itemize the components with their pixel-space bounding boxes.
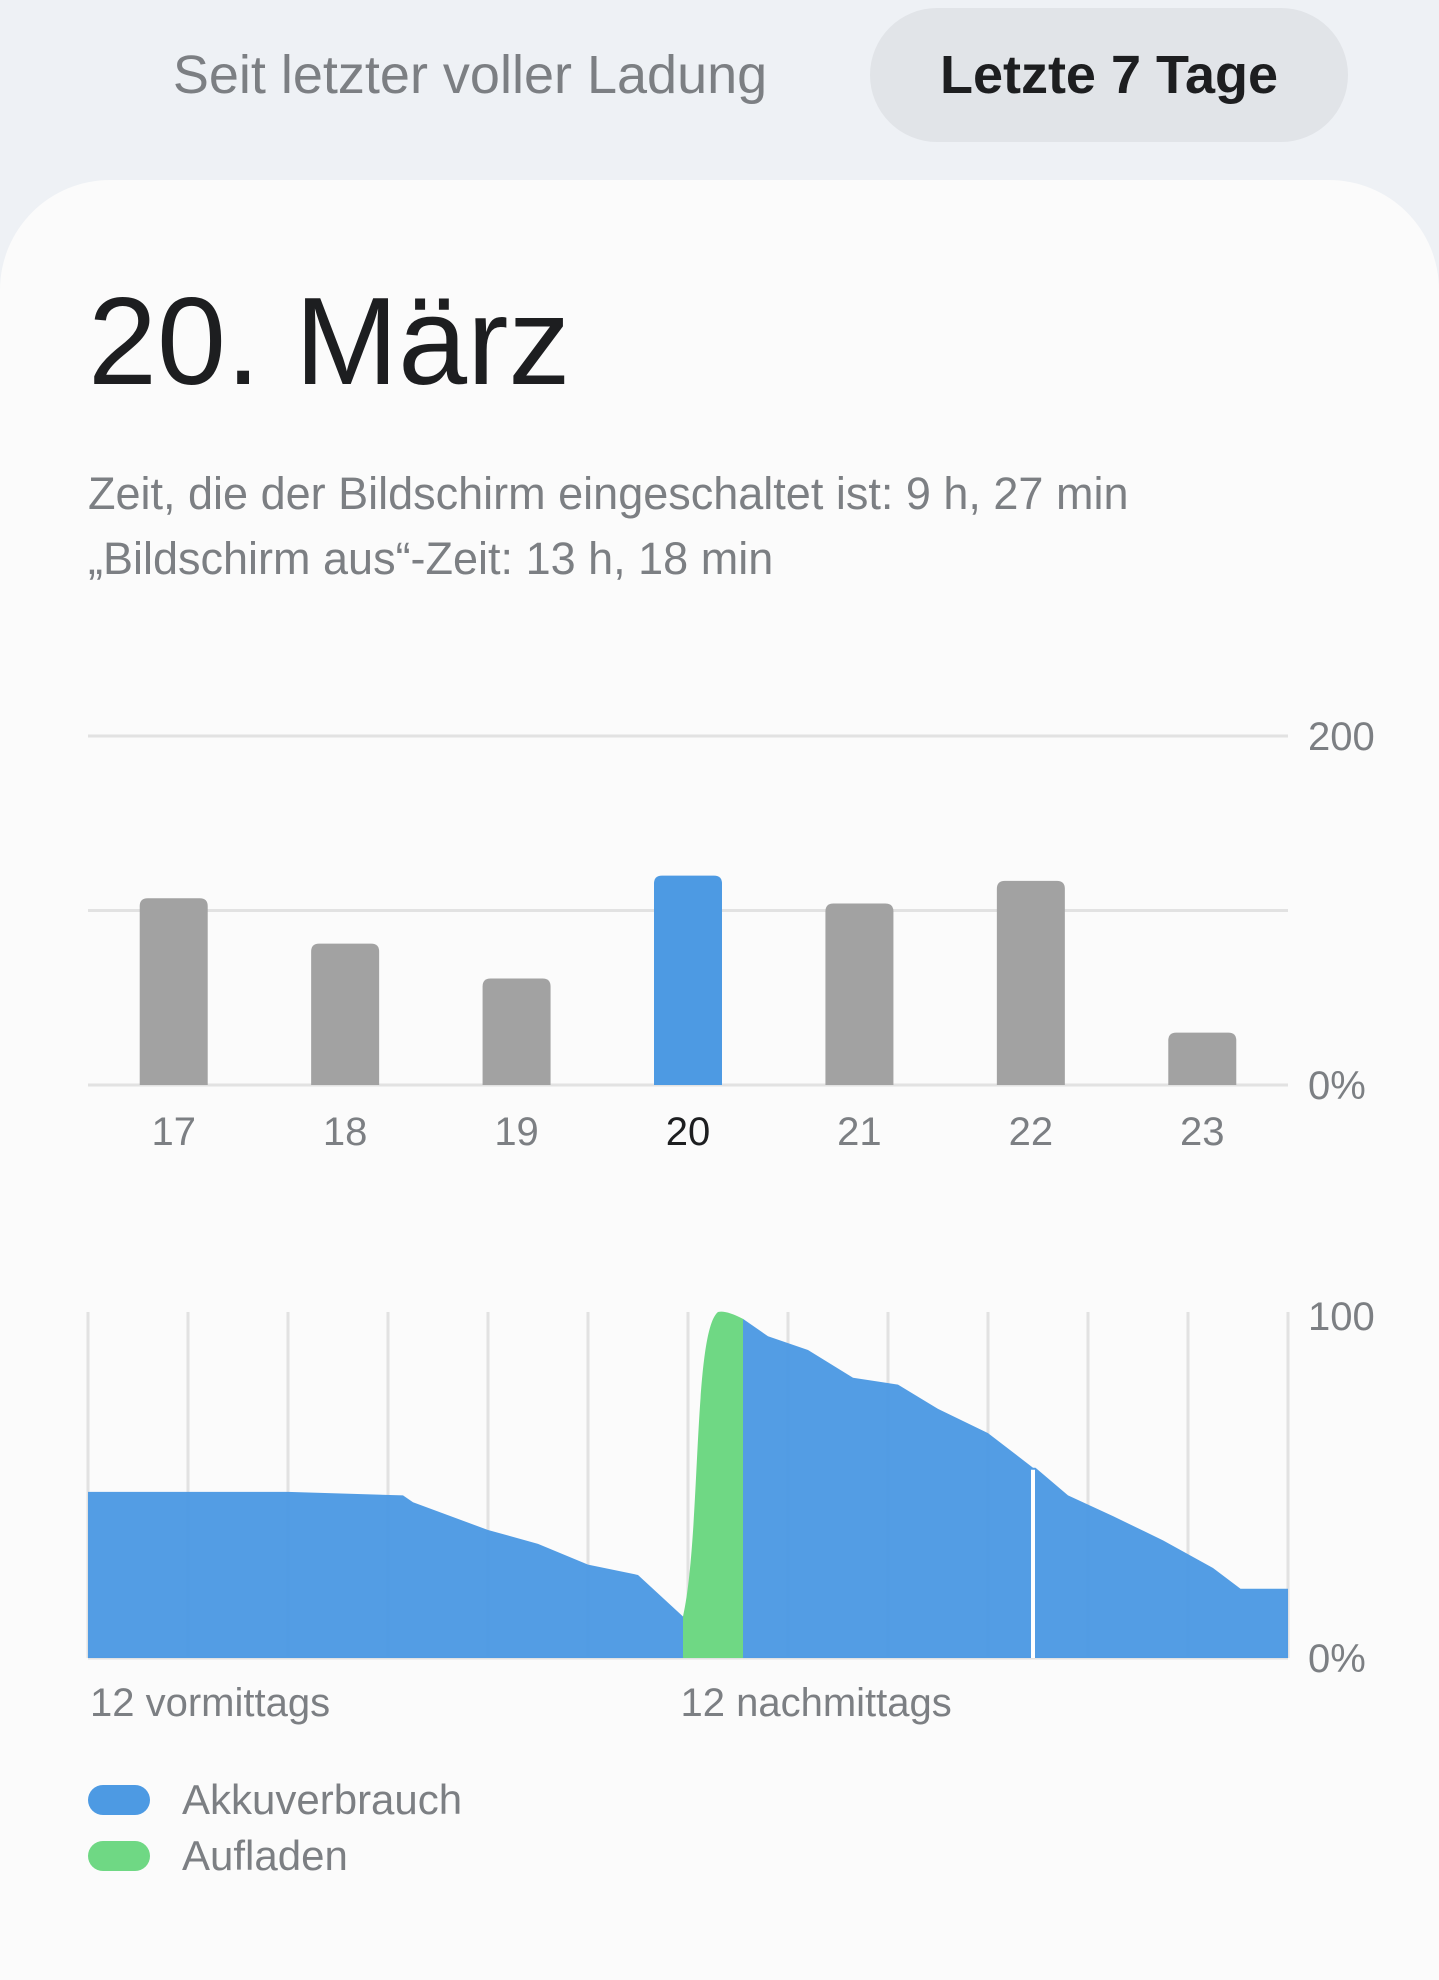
bar-day-20[interactable] <box>654 875 722 1085</box>
period-tabs: Seit letzter voller Ladung Letzte 7 Tage <box>0 0 1439 180</box>
legend-label-usage: Akkuverbrauch <box>182 1776 463 1823</box>
bar-day-22[interactable] <box>996 880 1065 1085</box>
bar-day-18[interactable] <box>311 943 380 1085</box>
area-x-label-noon: 12 nachmittags <box>681 1681 952 1725</box>
chart-legend: Akkuverbrauch Aufladen <box>88 1772 462 1884</box>
tab-last-7-days[interactable]: Letzte 7 Tage <box>870 8 1348 142</box>
bar-chart-y-max-label: 200 <box>1308 715 1375 759</box>
bar-day-23[interactable] <box>1168 1032 1237 1085</box>
legend-swatch-charging <box>88 1841 150 1871</box>
screen-off-time: „Bildschirm aus“-Zeit: 13 h, 18 min <box>88 533 774 584</box>
bar-x-label: 17 <box>151 1110 196 1154</box>
bar-x-label: 19 <box>494 1110 539 1154</box>
usage-area-morning <box>88 1491 683 1658</box>
area-chart-x-labels: 12 vormittags 12 nachmittags <box>90 1681 952 1725</box>
legend-label-charging: Aufladen <box>182 1832 348 1879</box>
bar-chart-bars <box>139 875 1237 1085</box>
battery-level-area-chart: 12 vormittags 12 nachmittags 100 0% <box>86 1295 1375 1725</box>
area-x-label-midnight: 12 vormittags <box>90 1681 330 1725</box>
screen-on-time: Zeit, die der Bildschirm eingeschaltet i… <box>88 468 1129 519</box>
daily-usage-bar-chart: 17 18 19 20 21 22 23 200 0% <box>88 715 1375 1154</box>
tab-since-last-full-charge[interactable]: Seit letzter voller Ladung <box>172 45 768 105</box>
area-chart-y-max-label: 100 <box>1308 1295 1375 1339</box>
selected-date-title: 20. März <box>88 273 571 411</box>
legend-item-usage: Akkuverbrauch <box>88 1772 462 1828</box>
bar-x-label: 18 <box>323 1110 368 1154</box>
usage-area-afternoon <box>743 1318 1288 1658</box>
bar-x-label: 20 <box>666 1110 711 1154</box>
bar-chart-x-labels: 17 18 19 20 21 22 23 <box>151 1110 1224 1154</box>
bar-day-17[interactable] <box>139 898 208 1085</box>
bar-x-label: 23 <box>1180 1110 1225 1154</box>
legend-swatch-usage <box>88 1785 150 1815</box>
area-chart-y-min-label: 0% <box>1308 1637 1366 1681</box>
charging-area <box>683 1311 743 1658</box>
bar-x-label: 21 <box>837 1110 882 1154</box>
legend-item-charging: Aufladen <box>88 1828 462 1884</box>
area-chart-fills <box>88 1311 1288 1658</box>
bar-chart-y-min-label: 0% <box>1308 1064 1366 1108</box>
bar-x-label: 22 <box>1009 1110 1054 1154</box>
bar-day-21[interactable] <box>825 903 894 1085</box>
bar-day-19[interactable] <box>482 978 551 1085</box>
